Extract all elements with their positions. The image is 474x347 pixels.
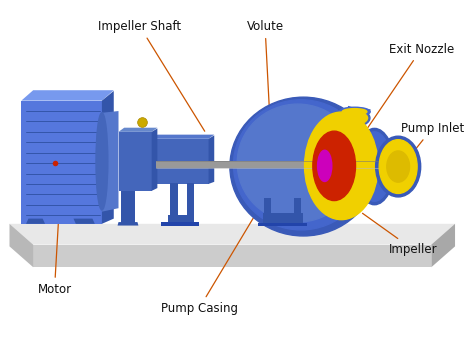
Polygon shape (187, 183, 194, 217)
Ellipse shape (339, 107, 370, 116)
Ellipse shape (375, 136, 420, 197)
Ellipse shape (313, 131, 356, 201)
Polygon shape (431, 224, 455, 267)
Ellipse shape (96, 113, 108, 210)
Polygon shape (152, 128, 157, 191)
Ellipse shape (237, 104, 358, 222)
Text: Pump Inlet: Pump Inlet (395, 122, 464, 175)
Polygon shape (121, 189, 135, 224)
Text: Exit Nozzle: Exit Nozzle (357, 43, 454, 143)
Polygon shape (264, 198, 271, 214)
Ellipse shape (318, 150, 332, 181)
Polygon shape (73, 219, 95, 224)
Polygon shape (152, 139, 209, 184)
Polygon shape (263, 213, 303, 224)
Polygon shape (102, 111, 118, 212)
Polygon shape (161, 222, 199, 226)
Ellipse shape (304, 112, 378, 220)
Ellipse shape (379, 140, 417, 194)
Polygon shape (21, 90, 114, 101)
Polygon shape (26, 219, 45, 224)
Text: Volute: Volute (246, 20, 283, 122)
Text: Pump Casing: Pump Casing (161, 200, 264, 315)
Text: Impeller Shaft: Impeller Shaft (98, 20, 205, 131)
Polygon shape (102, 91, 114, 224)
Polygon shape (152, 135, 214, 139)
Polygon shape (168, 215, 194, 224)
Polygon shape (258, 223, 307, 226)
Text: Motor: Motor (37, 169, 72, 296)
Polygon shape (9, 224, 455, 245)
Polygon shape (294, 198, 301, 214)
Ellipse shape (355, 128, 394, 205)
Polygon shape (338, 109, 371, 115)
Ellipse shape (387, 151, 410, 182)
Polygon shape (329, 111, 363, 118)
Ellipse shape (339, 109, 370, 127)
Ellipse shape (233, 100, 368, 230)
Polygon shape (156, 161, 384, 168)
Polygon shape (118, 222, 138, 226)
Polygon shape (170, 183, 178, 217)
Polygon shape (118, 128, 157, 132)
Text: Impeller: Impeller (363, 213, 438, 256)
Ellipse shape (230, 97, 377, 236)
Polygon shape (209, 135, 214, 184)
Ellipse shape (357, 132, 392, 201)
Polygon shape (33, 245, 431, 267)
Ellipse shape (341, 111, 368, 125)
Ellipse shape (342, 109, 367, 115)
Polygon shape (118, 132, 152, 191)
Polygon shape (329, 118, 356, 125)
Polygon shape (21, 101, 102, 224)
Polygon shape (9, 224, 33, 267)
Polygon shape (341, 106, 367, 125)
